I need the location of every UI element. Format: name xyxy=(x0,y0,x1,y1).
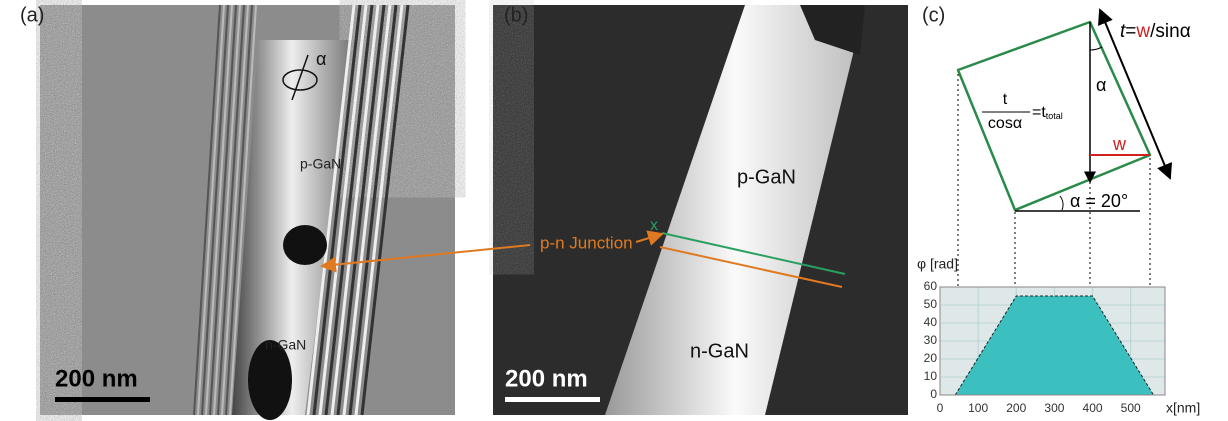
y-tick-label: 50 xyxy=(924,297,938,311)
angle-arc xyxy=(1060,196,1063,210)
panel-label: (b) xyxy=(504,4,528,26)
width-label: w xyxy=(1112,134,1127,154)
region-label: n-GaN xyxy=(265,337,306,353)
x-tick-label: 300 xyxy=(1044,401,1064,415)
panel-b: (b) x p-GaN n-GaN 200 nm xyxy=(493,4,908,415)
x-axis-label: x[nm] xyxy=(1166,400,1200,416)
rotation-label: α xyxy=(316,49,326,69)
marker-label: x xyxy=(650,217,658,234)
x-tick-label: 100 xyxy=(968,401,988,415)
region-label: n-GaN xyxy=(690,340,749,362)
figure: (a) α p-GaN n-GaN 200 nm (b) x p-GaN n-G… xyxy=(0,0,1228,421)
scale-bar xyxy=(55,397,150,402)
x-tick-label: 400 xyxy=(1083,401,1103,415)
texture xyxy=(40,5,78,415)
y-tick-label: 0 xyxy=(930,387,937,401)
phase-chart: 0 10 20 30 40 50 60 0 100 200 300 400 500 φ [rad] x[nm… xyxy=(917,256,1200,416)
formula-part: =t xyxy=(1032,104,1046,121)
annotation: p-n Junction xyxy=(540,233,633,252)
y-tick-label: 60 xyxy=(924,279,938,293)
panel-label: (a) xyxy=(20,4,44,26)
formula: t xyxy=(1003,91,1008,108)
y-tick-label: 20 xyxy=(924,351,938,365)
formula-part: /sinα xyxy=(1150,21,1191,42)
y-tick-label: 30 xyxy=(924,333,938,347)
angle-label: α xyxy=(1096,75,1106,95)
y-tick-label: 10 xyxy=(924,369,938,383)
formula-part: w xyxy=(1135,21,1150,42)
scale-bar-label: 200 nm xyxy=(55,365,138,392)
region-label: p-GaN xyxy=(737,166,796,188)
x-tick-label: 0 xyxy=(937,401,944,415)
angle-arc xyxy=(1090,47,1102,50)
formula: cosα xyxy=(988,115,1022,132)
panel-a: (a) α p-GaN n-GaN 200 nm xyxy=(20,4,455,420)
scale-bar xyxy=(505,397,600,402)
formula-part: = xyxy=(1125,21,1136,42)
x-tick-label: 500 xyxy=(1121,401,1141,415)
y-axis-label: φ [rad] xyxy=(917,256,958,272)
formula-part: total xyxy=(1046,111,1063,121)
region-label: p-GaN xyxy=(300,156,341,172)
tilt-label: α = 20° xyxy=(1070,191,1128,211)
scale-bar-label: 200 nm xyxy=(505,365,588,392)
junction-dark xyxy=(283,225,327,265)
panel-label: (c) xyxy=(922,4,945,26)
formula: =ttotal xyxy=(1032,104,1063,121)
formula: t=w/sinα xyxy=(1120,21,1191,42)
y-tick-label: 40 xyxy=(924,315,938,329)
x-tick-label: 200 xyxy=(1006,401,1026,415)
